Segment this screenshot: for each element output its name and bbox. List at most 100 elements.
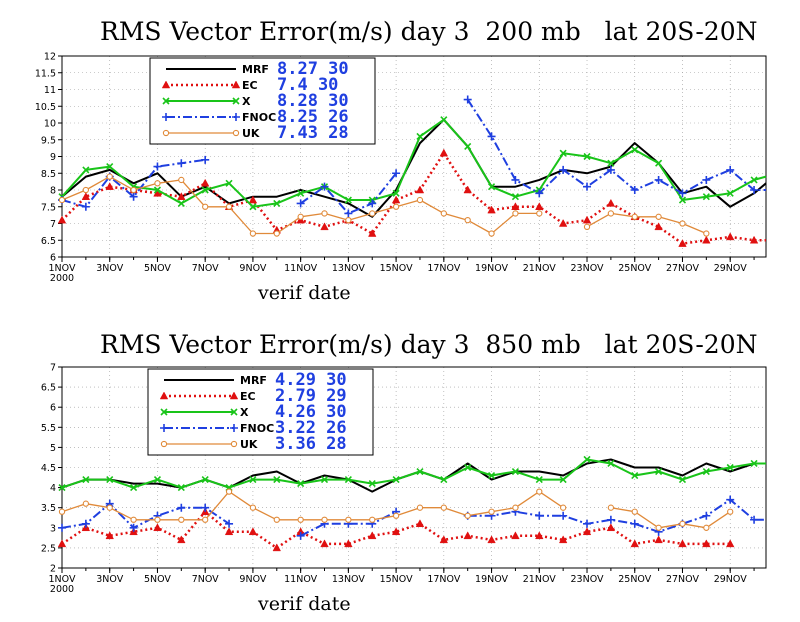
data-point (535, 189, 544, 198)
legend-stat: 8.25 26 (277, 107, 349, 127)
x-tick-label: 13NOV (332, 263, 366, 274)
legend-marker (162, 97, 170, 105)
data-point (273, 230, 280, 237)
series-line (61, 458, 766, 493)
data-point (487, 205, 496, 214)
legend-marker (160, 408, 168, 416)
legend-marker (162, 129, 170, 137)
series-fnoc (58, 95, 766, 218)
data-point (630, 539, 639, 548)
data-point (153, 162, 162, 171)
data-point (297, 480, 305, 488)
data-point (368, 480, 376, 488)
data-point (202, 203, 209, 210)
series-x (58, 455, 766, 492)
data-point (463, 531, 472, 540)
series-fnoc (58, 495, 766, 540)
data-point (106, 504, 113, 511)
data-point (416, 196, 424, 204)
data-point (726, 463, 734, 472)
data-point (105, 182, 114, 190)
data-point (391, 195, 401, 204)
y-tick-label: 2.5 (41, 543, 56, 554)
data-point (272, 543, 281, 552)
data-point (321, 210, 328, 217)
legend-stat: 8.28 30 (277, 91, 349, 111)
legend-name: EC (242, 79, 258, 92)
x-tick-label: 3NOV (96, 574, 123, 585)
data-point (106, 162, 114, 171)
x-tick-label: 11NOV (284, 263, 318, 274)
x-tick-label: 9NOV (239, 263, 266, 274)
data-point (703, 524, 710, 531)
y-tick-label: 4 (50, 483, 56, 494)
data-point (201, 475, 209, 484)
data-point (559, 511, 568, 520)
x-axis-label: verif date (257, 593, 351, 615)
x-tick-label: 21NOV (523, 574, 557, 585)
series-line (610, 507, 731, 529)
data-point (57, 539, 67, 548)
data-point (654, 535, 663, 544)
data-point (320, 182, 329, 191)
legend-name: FNOC (240, 422, 274, 435)
data-point (297, 213, 304, 220)
x-tick-label: 7NOV (192, 263, 219, 274)
legend-marker (160, 424, 168, 432)
series-x (58, 116, 767, 211)
legend-name: FNOC (242, 111, 276, 124)
series-line (61, 510, 731, 550)
data-point (344, 539, 353, 548)
legend-name: EC (240, 390, 256, 403)
data-point (655, 524, 662, 531)
data-point (178, 176, 185, 184)
x-tick-label: 23NOV (571, 263, 605, 274)
x-tick-label: 29NOV (714, 574, 748, 585)
data-point (81, 192, 91, 200)
data-point (560, 504, 567, 511)
x-tick-label: 15NOV (380, 574, 414, 585)
data-point (440, 475, 448, 484)
data-point (201, 503, 210, 512)
data-point (464, 512, 471, 519)
data-point (749, 235, 759, 244)
data-point (369, 516, 376, 523)
data-point (177, 503, 186, 512)
data-point (201, 155, 210, 164)
x-tick-label: 1NOV (49, 263, 76, 274)
data-point (224, 527, 234, 536)
data-point (106, 475, 114, 484)
data-point (153, 475, 162, 484)
data-point (606, 165, 615, 174)
data-point (81, 519, 90, 528)
data-point (439, 535, 449, 544)
y-tick-label: 11 (44, 85, 56, 96)
legend-stat: 4.29 30 (275, 370, 347, 390)
series-line (300, 510, 397, 537)
data-point (273, 199, 281, 207)
data-point (679, 220, 686, 227)
data-point (392, 475, 400, 484)
y-tick-label: 6.5 (41, 383, 56, 394)
data-point (679, 520, 686, 527)
data-point (535, 531, 544, 540)
chart-850mb: RMS Vector Error(m/s) day 3 850 mb lat 2… (41, 330, 767, 615)
data-point (511, 175, 520, 184)
data-point (392, 169, 401, 178)
data-point (511, 193, 519, 201)
legend-marker (231, 80, 241, 89)
chart-title: RMS Vector Error(m/s) day 3 850 mb lat 2… (100, 330, 757, 359)
x-tick-label: 23NOV (571, 574, 605, 585)
data-point (392, 189, 400, 197)
data-point (177, 159, 186, 168)
data-point (248, 527, 258, 536)
data-point (321, 516, 328, 523)
data-point (536, 488, 543, 495)
y-tick-label: 11.5 (35, 68, 56, 79)
data-point (536, 210, 543, 217)
data-point (58, 484, 66, 492)
data-point (558, 218, 568, 227)
data-point (320, 222, 329, 231)
